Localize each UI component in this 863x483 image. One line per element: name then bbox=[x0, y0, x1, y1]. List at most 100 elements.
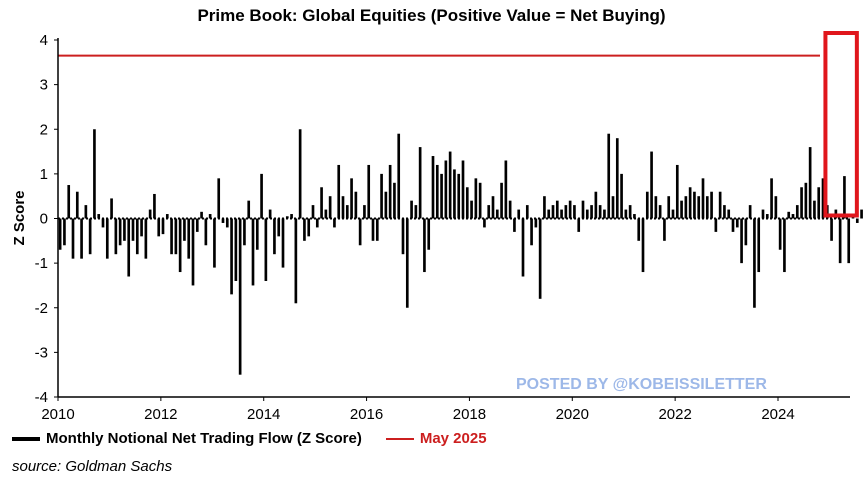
legend: Monthly Notional Net Trading Flow (Z Sco… bbox=[12, 430, 487, 447]
data-bar bbox=[783, 218, 786, 273]
x-tick-label: 2024 bbox=[761, 406, 794, 423]
data-bar bbox=[461, 160, 465, 219]
data-bar bbox=[234, 218, 238, 281]
y-tick-labels: 4 3 2 1 0 -1 -2 -3 -4 bbox=[35, 32, 58, 406]
data-bar bbox=[594, 191, 598, 219]
data-bar bbox=[774, 196, 778, 219]
data-bar bbox=[470, 200, 473, 219]
data-bar bbox=[144, 218, 148, 259]
data-bar bbox=[457, 173, 461, 219]
data-bar bbox=[808, 147, 812, 219]
y-tick-label: 3 bbox=[40, 77, 48, 94]
data-bar bbox=[221, 218, 225, 223]
data-bar bbox=[358, 218, 362, 246]
data-bar bbox=[543, 196, 546, 219]
data-bar bbox=[830, 218, 833, 241]
data-bar bbox=[217, 178, 221, 219]
data-bar bbox=[547, 209, 551, 219]
data-bar bbox=[157, 218, 161, 237]
data-bar bbox=[273, 218, 276, 255]
data-bar bbox=[448, 151, 452, 219]
x-tick-label: 2020 bbox=[556, 406, 589, 423]
data-bar bbox=[483, 218, 486, 228]
data-bar bbox=[530, 218, 533, 246]
data-bar bbox=[500, 182, 503, 219]
data-bar bbox=[384, 191, 388, 219]
data-bar bbox=[191, 218, 195, 286]
data-bar bbox=[75, 191, 79, 219]
data-bar bbox=[195, 218, 199, 232]
data-bar bbox=[581, 200, 585, 219]
watermark-text: POSTED BY @KOBEISSILETTER bbox=[516, 376, 767, 393]
data-bar bbox=[744, 218, 748, 246]
x-tick-label: 2016 bbox=[350, 406, 383, 423]
data-bar bbox=[101, 218, 105, 228]
data-bar bbox=[114, 218, 118, 255]
data-bar bbox=[710, 191, 713, 219]
data-bar bbox=[440, 173, 443, 219]
data-bar bbox=[375, 218, 379, 241]
data-bar bbox=[71, 218, 75, 259]
y-axis-title: Z Score bbox=[11, 190, 28, 245]
data-bar bbox=[131, 218, 135, 241]
data-bar bbox=[187, 218, 191, 259]
data-bar bbox=[633, 214, 636, 219]
data-bar bbox=[860, 209, 863, 219]
data-bar bbox=[813, 200, 816, 219]
x-tick-label: 2018 bbox=[453, 406, 486, 423]
data-bar bbox=[251, 218, 255, 286]
data-bar bbox=[178, 218, 182, 273]
data-bar bbox=[513, 218, 516, 232]
data-bar bbox=[474, 178, 478, 219]
data-bar bbox=[208, 214, 212, 219]
data-bar bbox=[118, 218, 122, 246]
data-bar bbox=[333, 218, 336, 228]
data-bar bbox=[714, 218, 718, 232]
data-bar bbox=[740, 218, 743, 264]
data-bar bbox=[573, 205, 576, 219]
data-bar bbox=[264, 218, 268, 281]
data-bar bbox=[607, 133, 611, 219]
data-bar bbox=[761, 209, 765, 219]
data-bar bbox=[213, 218, 216, 268]
data-bar bbox=[727, 209, 731, 219]
data-bar bbox=[757, 218, 761, 273]
y-tick-label: 0 bbox=[40, 211, 48, 228]
data-bar bbox=[345, 205, 349, 219]
x-tick-label: 2022 bbox=[658, 406, 691, 423]
data-bar bbox=[748, 205, 752, 219]
data-bar bbox=[817, 187, 821, 219]
data-bar bbox=[350, 178, 353, 219]
data-bar bbox=[671, 209, 675, 219]
data-bar bbox=[337, 164, 341, 219]
data-bar bbox=[718, 191, 722, 219]
data-bar bbox=[521, 218, 525, 277]
data-bar bbox=[268, 209, 272, 219]
y-tick-label: -3 bbox=[35, 344, 48, 361]
data-bar bbox=[243, 218, 246, 246]
data-bar bbox=[123, 218, 126, 241]
data-bar bbox=[855, 218, 859, 223]
data-bar bbox=[165, 214, 169, 219]
data-bar bbox=[183, 218, 186, 241]
data-bar bbox=[88, 218, 92, 255]
data-bar bbox=[701, 178, 705, 219]
data-bar bbox=[153, 193, 156, 219]
data-bar bbox=[598, 205, 602, 219]
data-bar bbox=[838, 218, 842, 264]
data-bar bbox=[688, 187, 692, 219]
x-tick-label: 2014 bbox=[247, 406, 280, 423]
data-bar bbox=[401, 218, 405, 255]
data-bar bbox=[555, 200, 559, 219]
data-bar bbox=[495, 209, 499, 219]
data-bar bbox=[800, 187, 803, 219]
data-bar bbox=[444, 160, 448, 219]
data-bar bbox=[603, 209, 606, 219]
data-bar bbox=[418, 147, 422, 219]
data-bar bbox=[311, 205, 315, 219]
data-bar bbox=[290, 214, 293, 219]
data-bar bbox=[517, 209, 521, 219]
data-bar bbox=[453, 169, 456, 219]
y-tick-label: -2 bbox=[35, 300, 48, 317]
